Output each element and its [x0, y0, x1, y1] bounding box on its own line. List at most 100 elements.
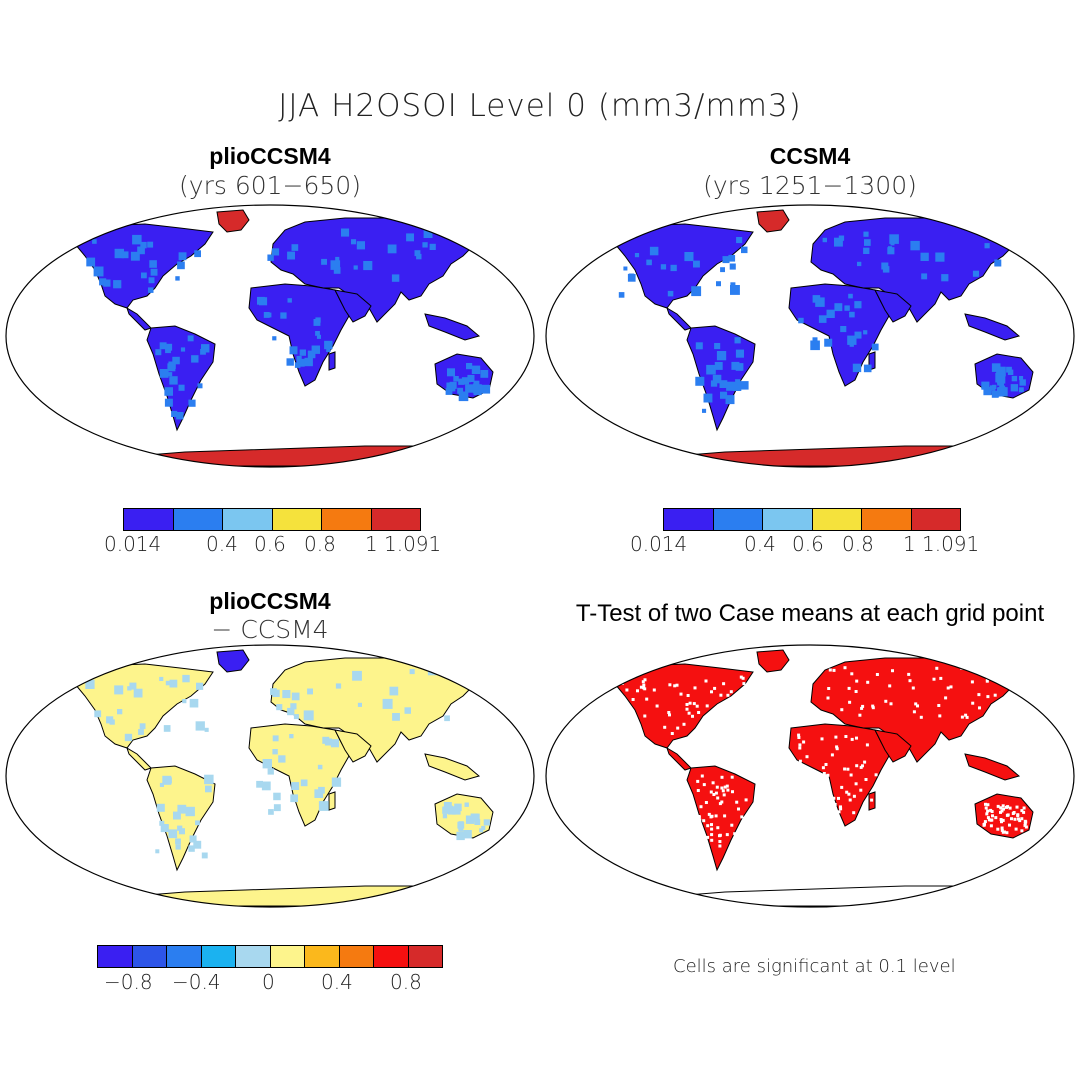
grid-cell [844, 305, 850, 311]
grid-cell [121, 251, 129, 259]
grid-cell [840, 326, 847, 333]
grid-cell [991, 390, 999, 398]
colorbar-cell [862, 509, 912, 530]
grid-cell [175, 276, 180, 281]
grid-cell [875, 673, 879, 676]
grid-cell [986, 695, 990, 699]
grid-cell [1019, 376, 1024, 381]
grid-cell [299, 349, 306, 356]
grid-cell [848, 700, 852, 704]
grid-cell [271, 248, 280, 256]
grid-cell [267, 768, 274, 775]
grid-cell [193, 840, 202, 849]
grid-cell [834, 735, 838, 739]
grid-cell [797, 808, 801, 812]
grid-cell [848, 798, 852, 802]
grid-cell [937, 704, 941, 707]
map-border [545, 204, 1075, 468]
grid-cell [744, 798, 748, 802]
grid-cell [685, 707, 689, 711]
grid-cell [1006, 366, 1012, 373]
grid-cell [795, 786, 799, 790]
grid-cell [726, 731, 730, 735]
grid-cell [691, 714, 694, 718]
grid-cell [357, 702, 362, 707]
grid-cell [176, 412, 184, 420]
panel-title-ttest: T-Test of two Case means at each grid po… [575, 600, 1045, 627]
grid-cell [356, 241, 365, 250]
grid-cell [932, 677, 936, 681]
grid-cell [996, 827, 1000, 831]
grid-cell [1024, 825, 1028, 829]
grid-cell [668, 713, 671, 717]
grid-cell [720, 800, 724, 804]
grid-cell [992, 384, 997, 390]
grid-cell [871, 704, 875, 708]
grid-cell [1018, 387, 1024, 393]
grid-cell [137, 246, 145, 255]
grid-cell [737, 807, 740, 811]
grid-cell [725, 833, 729, 837]
grid-cell [720, 267, 725, 273]
grid-cell [1010, 384, 1018, 392]
grid-cell [188, 399, 196, 407]
grid-cell [916, 704, 919, 708]
grid-cell [205, 785, 212, 793]
grid-cell [172, 356, 180, 365]
grid-cell [832, 796, 836, 800]
grid-cell [852, 811, 856, 815]
grid-cell [641, 680, 645, 684]
grid-cell [461, 377, 470, 385]
grid-cell [159, 342, 167, 350]
central-america-region [666, 306, 692, 331]
grid-cell [712, 793, 716, 796]
grid-cell [159, 676, 164, 681]
grid-cell [445, 388, 453, 395]
grid-cell [456, 831, 465, 841]
map-content [64, 209, 494, 467]
grid-cell [140, 241, 147, 249]
grid-cell [311, 345, 320, 354]
grid-cell [720, 391, 728, 399]
grid-cell [741, 839, 745, 843]
grid-cell [335, 256, 340, 261]
grid-cell [805, 755, 809, 759]
grid-cell [188, 845, 195, 852]
grid-cell [1000, 820, 1003, 824]
grid-cell [150, 268, 158, 276]
grid-cell [472, 383, 479, 390]
grid-cell [189, 698, 199, 708]
grid-cell [848, 293, 853, 299]
grid-cell [1012, 811, 1016, 814]
grid-cell [854, 301, 862, 309]
grid-cell [983, 820, 987, 824]
grid-cell [706, 824, 710, 828]
grid-cell [730, 775, 734, 779]
grid-cell [797, 794, 801, 798]
grid-cell [972, 270, 979, 277]
grid-cell [165, 680, 171, 686]
grid-cell [731, 790, 734, 794]
grid-cell [965, 715, 969, 719]
grid-cell [737, 831, 741, 835]
grid-cell [618, 292, 625, 298]
grid-cell [812, 295, 821, 303]
grid-cell [907, 672, 911, 676]
grid-cell [989, 824, 993, 828]
grid-cell [970, 680, 974, 684]
grid-cell [744, 824, 748, 828]
grid-cell [705, 704, 709, 708]
grid-cell [735, 349, 744, 358]
grid-cell [854, 331, 862, 339]
grid-cell [392, 713, 400, 721]
grid-cell [835, 747, 839, 751]
grid-cell [716, 351, 727, 361]
grid-cell [971, 701, 975, 705]
grid-cell [702, 408, 707, 413]
grid-cell [910, 240, 920, 251]
significance-note: Cells are significant at 0.1 level [673, 956, 956, 977]
grid-cell [714, 791, 718, 795]
grid-cell [997, 670, 1001, 674]
grid-cell [911, 686, 915, 690]
grid-cell [736, 848, 740, 851]
